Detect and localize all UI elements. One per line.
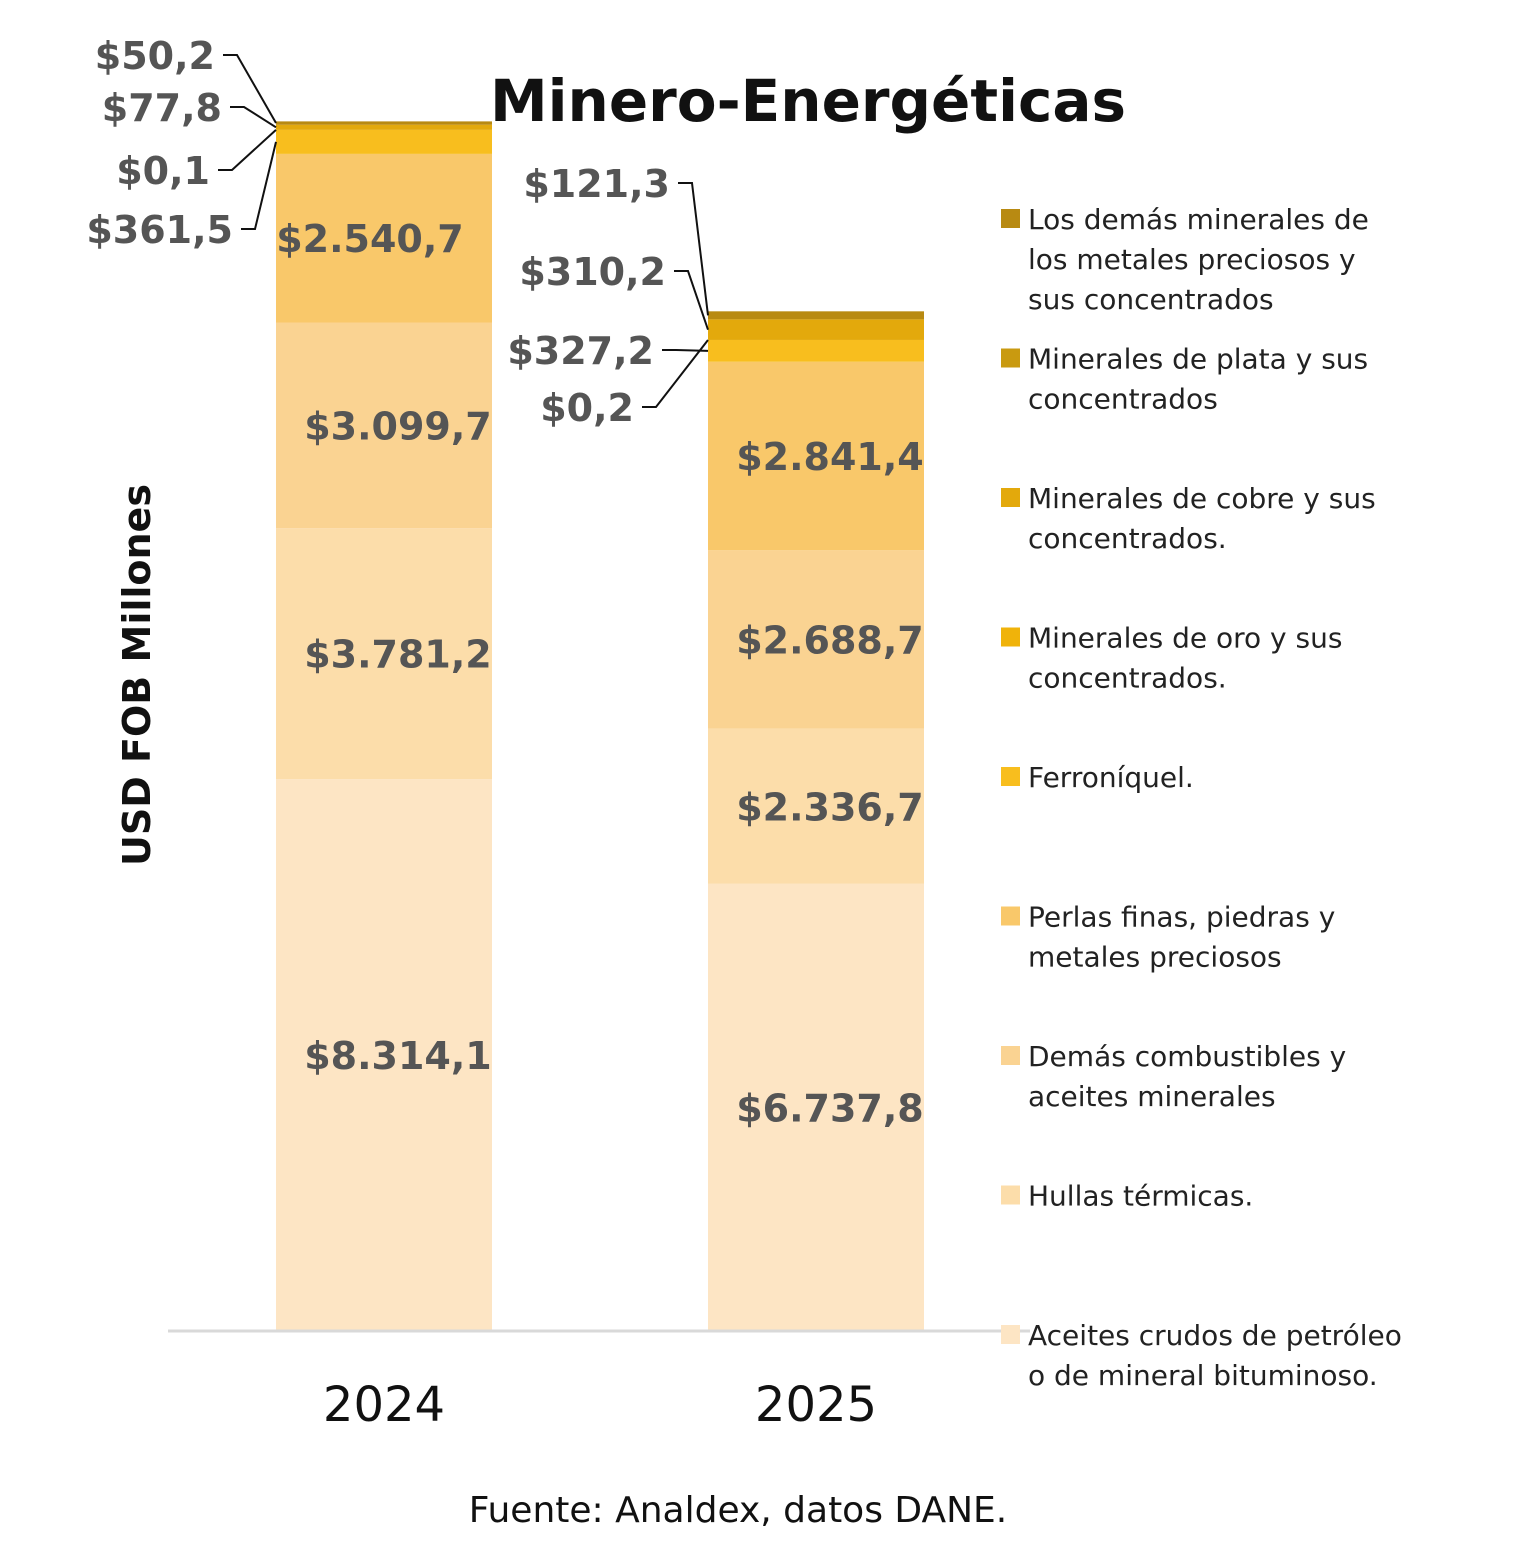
legend-label-0: Los demás minerales de los metales precio…: [1028, 203, 1369, 316]
legend-label-5: Perlas finas, piedras y metales preciosos: [1028, 901, 1335, 974]
bar-2024-series-3: [276, 153, 492, 323]
legend-label-2: Minerales de cobre y sus concentrados.: [1028, 482, 1376, 555]
legend-swatch-2: [1001, 488, 1020, 507]
bar-2024-series-8: [276, 121, 492, 125]
bar-2025-series-0: [708, 883, 924, 1331]
legend-item-4: Ferroníquel.: [1001, 761, 1194, 794]
segment-labels-group: $8.314,1 $3.781,2 $3.099,7 $2.540,7 $6.737,8…: [276, 217, 924, 1130]
legend-label-1: Minerales de plata y sus concentrados: [1028, 343, 1368, 416]
data-label-2024-series-1: $3.781,2: [304, 633, 492, 677]
callout-leader-2025-series-8: [678, 182, 709, 316]
legend-item-1: Minerales de plata y sus concentrados: [1001, 343, 1368, 416]
bar-2025-series-1: [708, 728, 924, 884]
bar-2025-series-3: [708, 361, 924, 551]
legend-label-3: Minerales de oro y sus concentrados.: [1028, 622, 1342, 695]
callout-leader-2025-series-4: [662, 349, 709, 352]
bar-2025-series-8: [708, 311, 924, 320]
callout-leader-2024-series-4: [241, 141, 277, 230]
data-label-2024-series-3: $2.540,7: [276, 217, 464, 261]
y-axis-label: USD FOB Millones: [115, 484, 159, 866]
callout-label-2025-series-6: $310,2: [519, 250, 666, 294]
bars-group: [276, 121, 924, 1331]
legend-swatch-6: [1001, 1046, 1020, 1065]
legend-item-7: Hullas térmicas.: [1001, 1180, 1253, 1213]
data-label-2025-series-0: $6.737,8: [736, 1086, 924, 1130]
callout-leader-2025-series-5: [642, 339, 709, 408]
callout-label-2025-series-5: $0,2: [540, 386, 634, 430]
legend-label-6: Demás combustibles y aceites minerales: [1028, 1040, 1346, 1113]
data-label-2025-series-1: $2.336,7: [736, 785, 924, 829]
legend-item-6: Demás combustibles y aceites minerales: [1001, 1040, 1346, 1113]
legend-item-0: Los demás minerales de los metales precio…: [1001, 203, 1369, 316]
callout-leader-2025-series-6: [674, 270, 709, 330]
legend-item-8: Aceites crudos de petróleo o de mineral b…: [1001, 1319, 1402, 1392]
legend-swatch-1: [1001, 348, 1020, 368]
legend-item-2: Minerales de cobre y sus concentrados.: [1001, 482, 1376, 555]
x-ticks-group: 2024 2025: [323, 1377, 877, 1433]
source-note: Fuente: Analdex, datos DANE.: [469, 1490, 1008, 1531]
legend-swatch-4: [1001, 767, 1020, 786]
bar-2024-series-1: [276, 528, 492, 780]
bar-2024-series-4: [276, 129, 492, 154]
callout-label-2024-series-5: $0,1: [116, 149, 210, 193]
callout-label-2024-series-4: $361,5: [86, 208, 233, 252]
bar-2024-series-0: [276, 779, 492, 1331]
callout-label-2025-series-8: $121,3: [523, 162, 670, 206]
data-label-2025-series-2: $2.688,7: [736, 619, 924, 663]
bar-2024-series-2: [276, 322, 492, 529]
legend-label-8: Aceites crudos de petróleo o de mineral b…: [1028, 1319, 1402, 1392]
legend-swatch-3: [1001, 627, 1020, 647]
callout-label-2025-series-4: $327,2: [507, 329, 654, 373]
data-label-2024-series-2: $3.099,7: [304, 404, 492, 448]
callout-label-2024-series-6: $77,8: [102, 86, 222, 130]
x-tick-2024: 2024: [323, 1377, 445, 1433]
legend-label-7: Hullas térmicas.: [1028, 1180, 1253, 1213]
legend-swatch-7: [1001, 1185, 1020, 1205]
legend-item-3: Minerales de oro y sus concentrados.: [1001, 622, 1342, 695]
legend-label-4: Ferroníquel.: [1028, 761, 1194, 794]
data-label-2025-series-3: $2.841,4: [736, 435, 924, 479]
x-tick-2025: 2025: [755, 1377, 877, 1433]
bar-2025-series-4: [708, 339, 924, 362]
legend: Los demás minerales de los metales precio…: [1001, 203, 1402, 1392]
callout-labels-group: $361,5 $0,1 $77,8 $50,2 $327,2 $0,2 $310,2 $121…: [86, 34, 709, 430]
callout-leader-2024-series-5: [218, 129, 277, 171]
chart-title: Minero-Energéticas: [490, 67, 1126, 135]
callout-leader-2024-series-6: [230, 106, 277, 129]
callout-label-2024-series-8: $50,2: [95, 34, 215, 78]
bar-2024-series-6: [276, 124, 492, 130]
legend-swatch-0: [1001, 209, 1020, 228]
legend-swatch-5: [1001, 906, 1020, 926]
legend-item-5: Perlas finas, piedras y metales preciosos: [1001, 901, 1335, 974]
bar-2025-series-2: [708, 550, 924, 729]
callout-leader-2024-series-8: [223, 54, 277, 124]
bar-2025-series-6: [708, 319, 924, 340]
data-label-2024-series-0: $8.314,1: [304, 1034, 492, 1078]
legend-swatch-8: [1001, 1325, 1020, 1344]
